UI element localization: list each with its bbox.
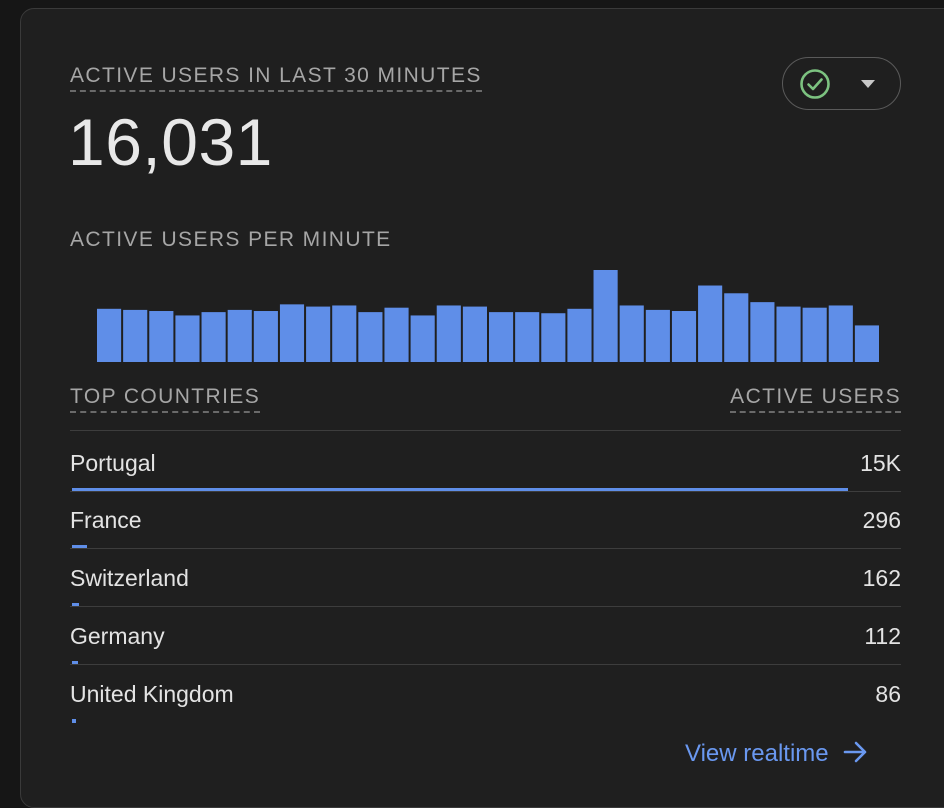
minute-bar[interactable] [515, 312, 540, 362]
minute-bar[interactable] [384, 307, 409, 362]
minute-bar[interactable] [123, 309, 148, 362]
table-row: United Kingdom 86 [70, 663, 901, 723]
minute-bar[interactable] [750, 302, 775, 362]
minute-bar[interactable] [619, 305, 644, 362]
table-divider [70, 430, 901, 431]
country-share-bar [72, 661, 78, 665]
minute-bar[interactable] [97, 308, 122, 362]
row-divider [70, 491, 901, 492]
minute-bar[interactable] [175, 315, 200, 362]
metric-value: 16,031 [68, 105, 273, 179]
minute-bar[interactable] [724, 293, 749, 362]
minute-bar[interactable] [593, 270, 618, 362]
country-count: 162 [862, 565, 901, 591]
minute-bar[interactable] [698, 285, 723, 362]
row-divider [70, 548, 901, 549]
minute-bar[interactable] [828, 305, 853, 362]
table-row: Portugal 15K [70, 432, 901, 492]
minute-bar[interactable] [410, 315, 435, 362]
country-count: 296 [862, 507, 901, 533]
country-name: Germany [70, 623, 165, 649]
table-row: Germany 112 [70, 605, 901, 665]
minute-bar[interactable] [489, 312, 514, 362]
minute-bar[interactable] [149, 311, 174, 362]
minute-bar[interactable] [358, 312, 383, 362]
chart-title: ACTIVE USERS PER MINUTE [70, 228, 392, 251]
table-row: France 296 [70, 489, 901, 549]
country-count: 112 [864, 623, 901, 649]
minute-bar[interactable] [671, 311, 697, 362]
country-name: Portugal [70, 450, 156, 476]
minute-bar[interactable] [227, 309, 252, 362]
country-count: 86 [875, 681, 901, 707]
check-circle-icon [800, 69, 830, 99]
minute-bar[interactable] [645, 309, 670, 362]
country-share-bar [72, 545, 87, 549]
table-row: Switzerland 162 [70, 547, 901, 607]
minute-bar[interactable] [854, 325, 879, 362]
country-share-bar [72, 488, 848, 492]
country-share-bar [72, 603, 80, 607]
country-name: Switzerland [70, 565, 189, 591]
country-count: 15K [860, 450, 901, 476]
view-realtime-link[interactable]: View realtime [685, 740, 869, 768]
minute-bar[interactable] [776, 306, 801, 362]
active-users-header[interactable]: ACTIVE USERS [730, 385, 901, 413]
minute-bar[interactable] [279, 304, 305, 362]
country-share-bar [72, 719, 77, 723]
minute-bar[interactable] [436, 305, 461, 362]
country-name: France [70, 507, 142, 533]
minute-bar[interactable] [332, 305, 357, 362]
minute-bar[interactable] [802, 307, 827, 362]
top-countries-header[interactable]: TOP COUNTRIES [70, 385, 261, 413]
view-realtime-label[interactable]: View realtime [685, 740, 829, 767]
minute-bar[interactable] [541, 313, 566, 362]
country-name: United Kingdom [70, 681, 234, 707]
caret-down-icon [861, 80, 875, 88]
active-users-per-minute-chart [97, 270, 879, 362]
minute-bar[interactable] [567, 308, 592, 362]
minute-bar[interactable] [253, 311, 278, 362]
minute-bar[interactable] [462, 306, 487, 362]
arrow-right-icon[interactable] [843, 741, 869, 763]
realtime-card [20, 8, 944, 808]
row-divider [70, 606, 901, 607]
minute-bar[interactable] [306, 306, 331, 362]
status-dropdown-button[interactable] [782, 57, 901, 110]
minute-bar[interactable] [201, 312, 226, 362]
metric-title[interactable]: ACTIVE USERS IN LAST 30 MINUTES [70, 64, 482, 92]
row-divider [70, 664, 901, 665]
